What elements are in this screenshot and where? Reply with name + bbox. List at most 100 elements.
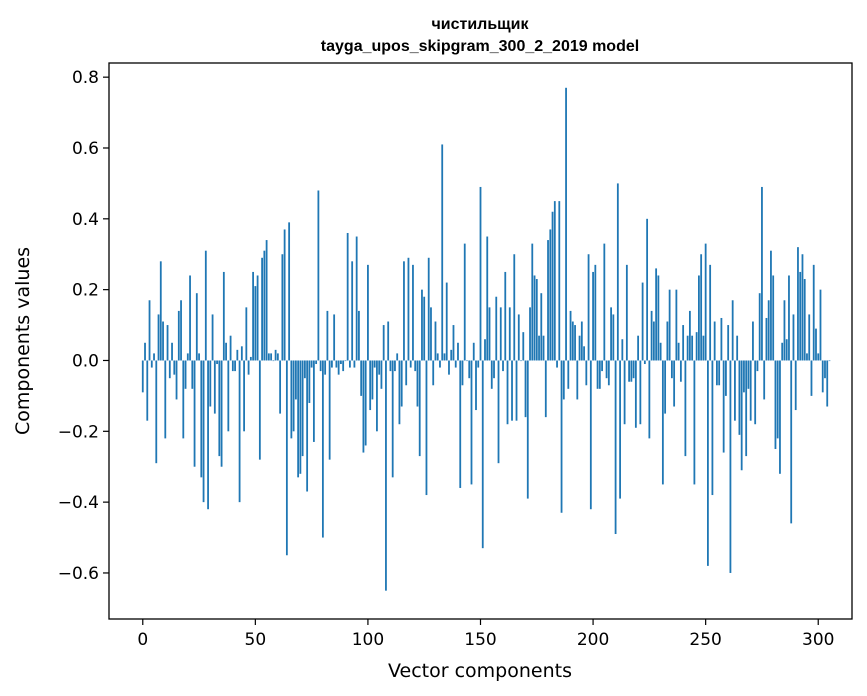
bar-218 bbox=[632, 360, 635, 379]
bar-51 bbox=[256, 275, 259, 361]
bar-217 bbox=[630, 360, 633, 382]
bar-209 bbox=[612, 314, 615, 361]
bar-118 bbox=[407, 257, 410, 361]
bar-155 bbox=[490, 360, 493, 389]
bar-242 bbox=[686, 335, 689, 361]
bar-7 bbox=[157, 314, 160, 361]
bar-283 bbox=[779, 360, 781, 474]
y-axis-ticks: −0.6 −0.4 −0.2 0.0 0.2 0.4 0.6 0.8 bbox=[58, 68, 109, 584]
bar-240 bbox=[682, 325, 685, 361]
y-tick-label: −0.4 bbox=[58, 493, 99, 513]
bar-269 bbox=[747, 360, 750, 389]
bar-277 bbox=[765, 317, 768, 361]
bar-251 bbox=[707, 360, 709, 566]
bar-168 bbox=[520, 360, 522, 362]
bar-233 bbox=[666, 321, 669, 361]
bar-174 bbox=[533, 275, 536, 361]
bar-171 bbox=[526, 360, 529, 499]
x-tick-label: 200 bbox=[577, 630, 609, 650]
bar-162 bbox=[506, 360, 509, 425]
y-tick-label: 0.0 bbox=[72, 351, 99, 371]
bar-252 bbox=[709, 264, 712, 361]
bar-72 bbox=[303, 360, 306, 379]
bar-189 bbox=[567, 360, 570, 389]
bar-33 bbox=[216, 360, 218, 365]
bar-263 bbox=[734, 360, 736, 421]
bar-221 bbox=[639, 360, 642, 425]
bar-128 bbox=[430, 307, 432, 361]
bar-220 bbox=[637, 335, 640, 361]
bar-229 bbox=[657, 275, 660, 361]
bar-35 bbox=[220, 360, 223, 467]
bar-144 bbox=[466, 360, 468, 362]
bar-139 bbox=[454, 360, 457, 368]
bar-165 bbox=[513, 254, 516, 361]
bar-167 bbox=[517, 314, 520, 361]
bar-192 bbox=[574, 325, 576, 361]
bar-259 bbox=[725, 360, 727, 396]
bar-230 bbox=[659, 342, 662, 361]
bar-66 bbox=[290, 360, 293, 439]
bar-261 bbox=[729, 360, 732, 573]
bar-56 bbox=[267, 353, 270, 361]
bar-100 bbox=[367, 264, 369, 361]
bar-57 bbox=[270, 353, 273, 361]
bar-199 bbox=[589, 360, 592, 510]
bar-140 bbox=[457, 342, 459, 361]
bar-78 bbox=[317, 190, 320, 361]
bar-110 bbox=[389, 360, 392, 372]
bar-90 bbox=[344, 360, 347, 362]
bar-119 bbox=[409, 360, 412, 368]
bar-185 bbox=[558, 201, 561, 361]
bar-281 bbox=[774, 360, 777, 450]
bar-3 bbox=[148, 300, 151, 361]
bar-305 bbox=[828, 360, 831, 362]
bar-158 bbox=[497, 360, 500, 464]
bar-232 bbox=[664, 360, 667, 414]
bar-279 bbox=[770, 250, 772, 361]
bar-286 bbox=[785, 339, 788, 361]
bar-157 bbox=[495, 296, 498, 361]
y-tick-label: 0.8 bbox=[72, 68, 99, 88]
bar-163 bbox=[508, 307, 511, 361]
bar-160 bbox=[502, 360, 504, 372]
bar-195 bbox=[580, 321, 583, 361]
bar-234 bbox=[668, 289, 671, 361]
bar-76 bbox=[312, 360, 315, 442]
bar-200 bbox=[592, 271, 594, 361]
bar-241 bbox=[684, 360, 687, 457]
bar-115 bbox=[400, 360, 403, 407]
bar-42 bbox=[236, 349, 239, 361]
bar-180 bbox=[547, 240, 549, 361]
bar-30 bbox=[209, 360, 212, 407]
bar-288 bbox=[790, 360, 793, 524]
bar-264 bbox=[736, 335, 739, 361]
bar-285 bbox=[783, 300, 786, 361]
bar-129 bbox=[432, 360, 435, 386]
bar-177 bbox=[540, 293, 543, 361]
bar-45 bbox=[243, 360, 245, 432]
bar-224 bbox=[646, 218, 649, 361]
bar-182 bbox=[551, 211, 554, 361]
bar-59 bbox=[274, 349, 277, 361]
bar-81 bbox=[324, 360, 327, 375]
bar-173 bbox=[531, 243, 534, 361]
bar-11 bbox=[166, 325, 169, 361]
bar-105 bbox=[378, 360, 381, 375]
bar-276 bbox=[763, 360, 766, 400]
bar-65 bbox=[288, 222, 291, 361]
bar-273 bbox=[756, 360, 759, 372]
bar-97 bbox=[360, 360, 363, 396]
bar-14 bbox=[173, 360, 176, 375]
bar-205 bbox=[603, 243, 606, 361]
bar-52 bbox=[258, 360, 261, 460]
bar-132 bbox=[439, 360, 441, 368]
bar-301 bbox=[819, 289, 822, 361]
bar-91 bbox=[346, 232, 349, 361]
x-tick-label: 100 bbox=[352, 630, 384, 650]
bar-108 bbox=[385, 360, 387, 591]
bar-92 bbox=[349, 360, 351, 368]
bar-176 bbox=[538, 335, 540, 361]
bar-216 bbox=[628, 360, 630, 382]
bar-275 bbox=[761, 186, 763, 361]
